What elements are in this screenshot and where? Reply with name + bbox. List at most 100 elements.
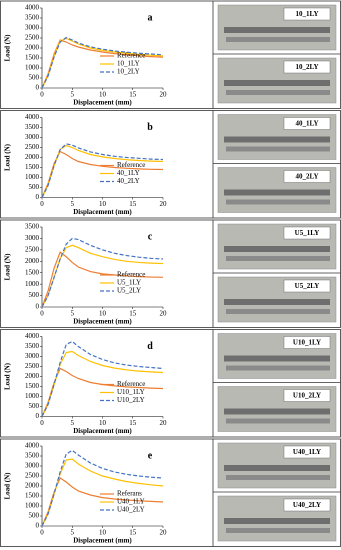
photo-label-box [283, 117, 331, 130]
y-tick-label: 0 [36, 522, 40, 530]
legend-label: U40_1LY [117, 498, 145, 506]
x-tick-label: 0 [40, 200, 44, 208]
x-tick-label: 20 [160, 529, 168, 537]
specimen-bar [224, 355, 330, 362]
series-line [41, 251, 164, 308]
legend-label: Reference [117, 380, 145, 388]
specimen-bar [224, 246, 330, 252]
y-tick-label: 1000 [25, 173, 40, 181]
y-tick-label: 0 [36, 303, 40, 311]
series-line [41, 37, 164, 89]
y-tick-label: 3000 [25, 133, 40, 141]
specimen-bar [226, 365, 330, 371]
y-tick-label: 3500 [25, 452, 40, 460]
series-line [41, 39, 164, 89]
specimen-bar [224, 80, 330, 86]
specimen-bar [226, 199, 330, 205]
specimen-bar [226, 37, 330, 42]
specimen-bar [226, 528, 330, 533]
photo-label-box [283, 226, 331, 240]
x-tick-label: 20 [160, 419, 168, 427]
y-axis-label: Load (N) [4, 253, 12, 281]
y-tick-label: 2000 [25, 153, 40, 161]
y-tick-label: 3000 [25, 462, 40, 470]
y-tick-label: 500 [29, 183, 40, 191]
legend-label: Reference [117, 161, 145, 169]
y-tick-label: 0 [36, 193, 40, 201]
x-tick-label: 20 [160, 200, 168, 208]
y-tick-label: 500 [29, 291, 40, 299]
y-axis-label: Load (N) [4, 472, 12, 500]
series-line [41, 449, 164, 527]
x-tick-label: 0 [40, 310, 44, 318]
x-axis-label: Displacement (mm) [73, 208, 132, 216]
x-tick-label: 0 [40, 529, 44, 537]
panel: U40_1LYU40_2LY05001000150020002500300035… [0, 438, 341, 547]
x-tick-label: 0 [40, 419, 44, 427]
specimen-bar [226, 309, 330, 314]
y-axis-label: Load (N) [4, 362, 12, 390]
photo-label: U40_2LY [293, 501, 321, 509]
photo-label-box [283, 445, 331, 459]
specimen-bar [224, 299, 330, 305]
photo-label-box [283, 279, 331, 293]
legend-label: 40_1LY [117, 169, 140, 177]
series-line [41, 144, 164, 198]
series-line [41, 340, 164, 417]
y-tick-label: 3000 [25, 352, 40, 360]
panel: U10_1LYU10_2LY05001000150020002500300035… [0, 329, 341, 438]
x-tick-label: 5 [71, 529, 75, 537]
series-line [41, 36, 164, 89]
specimen-bar [226, 256, 330, 261]
y-tick-label: 3500 [25, 223, 40, 231]
legend-label: U40_2LY [117, 506, 145, 514]
x-tick-label: 5 [71, 200, 75, 208]
photo-label: U10_2LY [293, 392, 321, 400]
x-axis-label: Displacement (mm) [73, 537, 132, 545]
series-line [41, 458, 164, 527]
y-tick-label: 500 [29, 402, 40, 410]
panel-letter: d [147, 341, 153, 352]
y-tick-label: 2500 [25, 34, 40, 42]
y-axis-label: Load (N) [4, 143, 12, 171]
panel-letter: c [148, 231, 153, 242]
y-tick-label: 4000 [25, 332, 40, 340]
x-tick-label: 20 [160, 91, 168, 99]
y-tick-label: 2000 [25, 372, 40, 380]
x-tick-label: 5 [71, 419, 75, 427]
x-tick-label: 10 [99, 419, 107, 427]
y-tick-label: 3500 [25, 123, 40, 131]
y-tick-label: 500 [29, 74, 40, 82]
x-tick-label: 5 [71, 310, 75, 318]
y-tick-label: 4000 [25, 442, 40, 450]
specimen-bar [224, 136, 330, 143]
y-tick-label: 3000 [25, 24, 40, 32]
y-axis-label: Load (N) [4, 34, 12, 62]
y-tick-label: 0 [36, 84, 40, 92]
specimen-bar [226, 418, 330, 424]
y-tick-label: 1500 [25, 54, 40, 62]
y-tick-label: 2000 [25, 257, 40, 265]
specimen-bar [226, 90, 330, 95]
x-tick-label: 10 [99, 529, 107, 537]
x-axis-label: Displacement (mm) [73, 318, 132, 326]
legend-label: Reference [117, 271, 145, 279]
y-tick-label: 1500 [25, 163, 40, 171]
x-tick-label: 15 [129, 310, 137, 318]
x-tick-label: 15 [129, 200, 137, 208]
x-axis-label: Displacement (mm) [73, 99, 132, 107]
y-tick-label: 3500 [25, 342, 40, 350]
y-tick-label: 4000 [25, 113, 40, 121]
panel-letter: b [147, 122, 153, 133]
x-tick-label: 0 [40, 91, 44, 99]
photo-label: U10_1LY [293, 339, 321, 347]
x-axis-label: Displacement (mm) [73, 427, 132, 435]
y-tick-label: 2500 [25, 472, 40, 480]
y-tick-label: 0 [36, 412, 40, 420]
specimen-bar [224, 465, 330, 471]
series-line [41, 244, 164, 308]
photo-label-box [283, 336, 331, 349]
x-tick-label: 10 [99, 200, 107, 208]
